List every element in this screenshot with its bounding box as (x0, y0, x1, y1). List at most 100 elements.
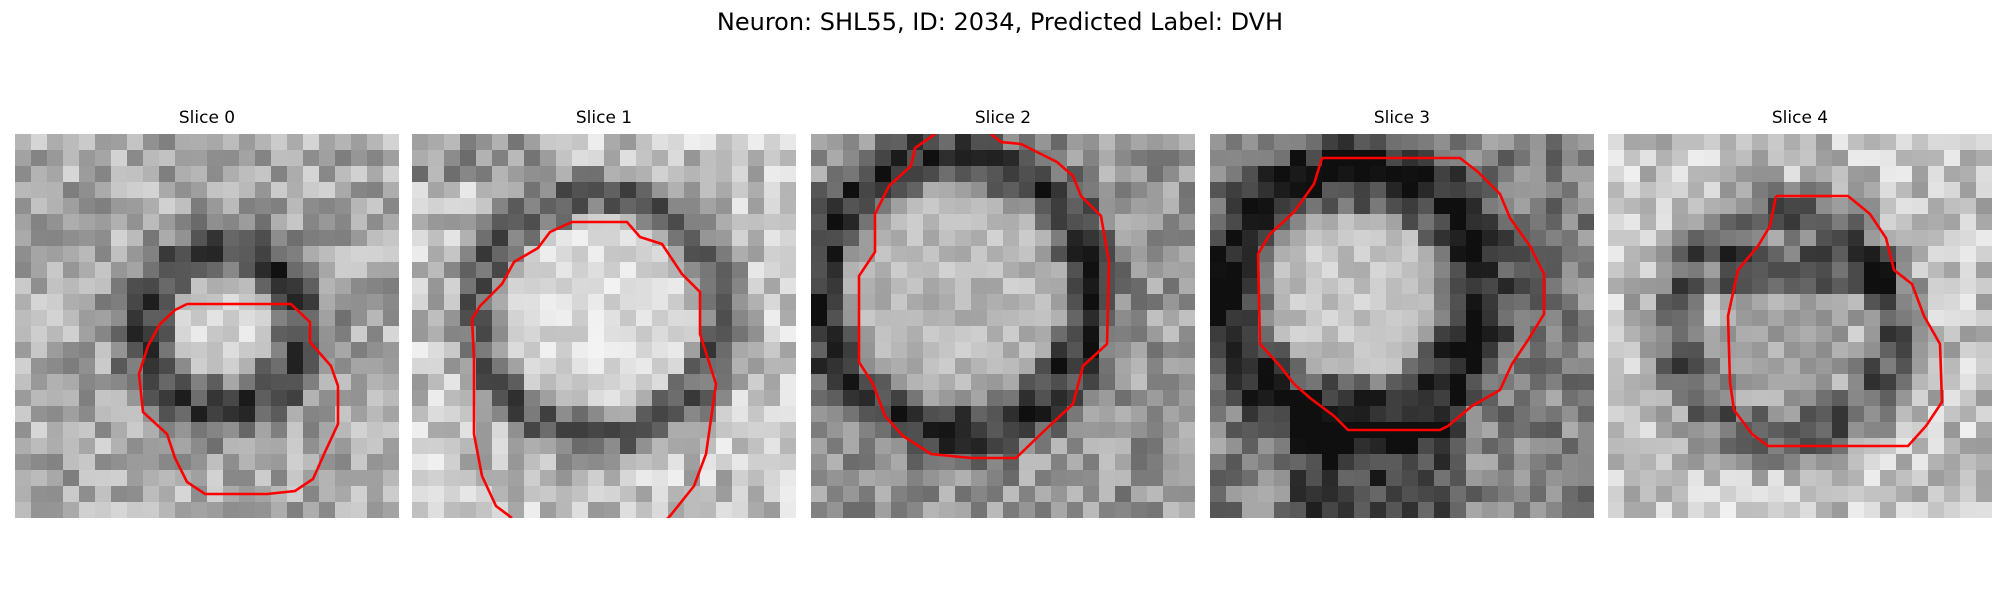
pixel (1306, 486, 1323, 503)
pixel (1003, 470, 1020, 487)
pixel (47, 310, 64, 327)
pixel (939, 390, 956, 407)
pixel (716, 374, 733, 391)
pixel (1290, 230, 1307, 247)
pixel (1624, 310, 1641, 327)
pixel (636, 166, 653, 183)
pixel (1784, 150, 1801, 167)
pixel (588, 326, 605, 343)
pixel (1290, 294, 1307, 311)
pixel (700, 278, 717, 295)
pixel (287, 294, 304, 311)
pixel (303, 438, 320, 455)
pixel (207, 230, 224, 247)
pixel (1274, 246, 1291, 263)
pixel (955, 230, 972, 247)
pixel (1562, 502, 1579, 518)
pixel (1354, 438, 1371, 455)
pixel (412, 358, 429, 375)
pixel (987, 166, 1004, 183)
pixel (1944, 294, 1961, 311)
pixel (572, 294, 589, 311)
pixel (1752, 470, 1769, 487)
pixel (1306, 278, 1323, 295)
pixel (31, 310, 48, 327)
pixel (540, 246, 557, 263)
pixel (95, 278, 112, 295)
pixel (764, 326, 781, 343)
pixel (1656, 502, 1673, 518)
pixel (1752, 374, 1769, 391)
pixel (540, 470, 557, 487)
pixel (684, 134, 701, 151)
pixel (1514, 198, 1531, 215)
pixel (428, 454, 445, 471)
pixel (1466, 166, 1483, 183)
pixel (1656, 310, 1673, 327)
pixel (1546, 262, 1563, 279)
pixel (444, 454, 461, 471)
pixel (383, 310, 399, 327)
pixel (1578, 278, 1594, 295)
pixel (460, 198, 477, 215)
pixel (1546, 278, 1563, 295)
pixel (1386, 134, 1403, 151)
pixel (492, 150, 509, 167)
pixel (303, 342, 320, 359)
pixel (1944, 390, 1961, 407)
pixel (556, 246, 573, 263)
pixel (524, 486, 541, 503)
pixel (1179, 486, 1195, 503)
pixel (1624, 214, 1641, 231)
pixel (668, 182, 685, 199)
pixel (1498, 166, 1515, 183)
pixel (1242, 486, 1259, 503)
pixel (1466, 486, 1483, 503)
pixel (460, 246, 477, 263)
pixel (1498, 262, 1515, 279)
pixel (1338, 390, 1355, 407)
pixel (1019, 422, 1036, 439)
pixel (987, 262, 1004, 279)
pixel (31, 486, 48, 503)
pixel (1338, 182, 1355, 199)
pixel (63, 150, 80, 167)
pixel (492, 166, 509, 183)
pixel (1147, 374, 1164, 391)
pixel (412, 406, 429, 423)
pixel (223, 438, 240, 455)
pixel (891, 198, 908, 215)
pixel (492, 214, 509, 231)
pixel (907, 166, 924, 183)
pixel (1306, 358, 1323, 375)
pixel (1019, 326, 1036, 343)
pixel (732, 374, 749, 391)
pixel (287, 374, 304, 391)
pixel (223, 390, 240, 407)
pixel (335, 326, 352, 343)
pixel (508, 294, 525, 311)
pixel (15, 390, 32, 407)
pixel (287, 326, 304, 343)
pixel (1656, 278, 1673, 295)
pixel (1386, 198, 1403, 215)
pixel (1514, 358, 1531, 375)
pixel (1290, 214, 1307, 231)
pixel (492, 486, 509, 503)
pixel (1578, 390, 1594, 407)
pixel (460, 486, 477, 503)
pixel (1768, 150, 1785, 167)
pixel (1003, 502, 1020, 518)
pixel (287, 358, 304, 375)
pixel (412, 198, 429, 215)
pixel (175, 358, 192, 375)
pixel (1880, 470, 1897, 487)
pixel (1402, 326, 1419, 343)
pixel (460, 262, 477, 279)
pixel (492, 326, 509, 343)
pixel (843, 470, 860, 487)
pixel (271, 438, 288, 455)
pixel (159, 182, 176, 199)
pixel (1800, 486, 1817, 503)
pixel (604, 150, 621, 167)
